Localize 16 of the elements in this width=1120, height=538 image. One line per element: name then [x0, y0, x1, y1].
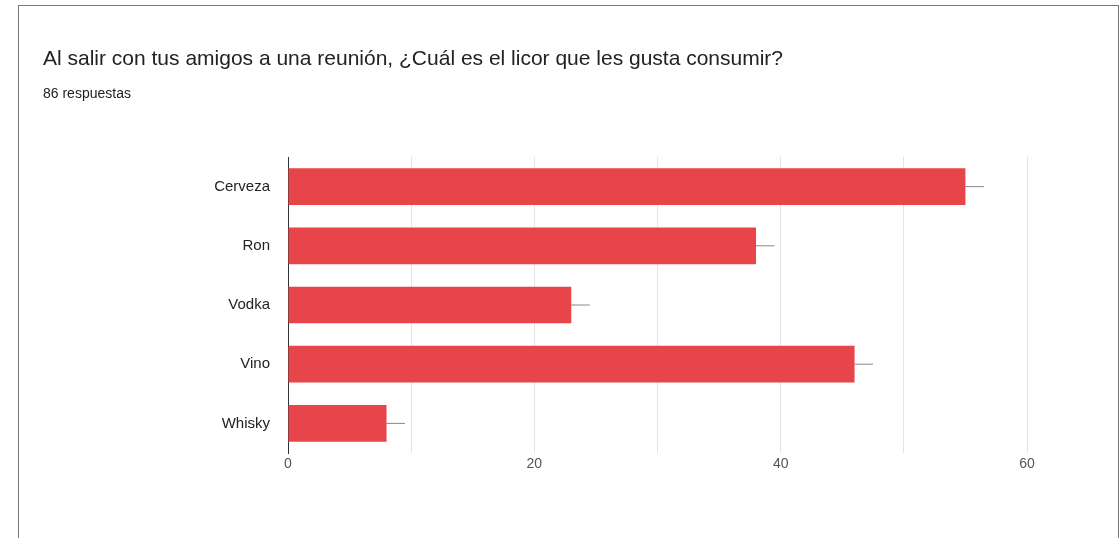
- x-tick-label: 40: [772, 455, 789, 472]
- x-tick-label: 20: [526, 455, 543, 472]
- chart-title: Al salir con tus amigos a una reunión, ¿Cuál es el licor que les gusta consumir?: [43, 46, 784, 70]
- text: 86 respuestas: [43, 85, 131, 101]
- x-tick-label: 0: [284, 455, 293, 472]
- y-tick-label: Ron: [242, 235, 270, 253]
- bar: [288, 345, 855, 383]
- y-tick-label: Vino: [240, 354, 270, 372]
- bar: [288, 286, 572, 324]
- y-tick-label: Whisky: [221, 413, 271, 431]
- y-tick-label: Vodka: [228, 295, 271, 313]
- bar: [288, 168, 966, 205]
- x-tick-label: 60: [1019, 455, 1035, 472]
- y-tick-label: Cerveza: [214, 176, 271, 194]
- bar: [288, 227, 757, 265]
- bar: [288, 405, 387, 442]
